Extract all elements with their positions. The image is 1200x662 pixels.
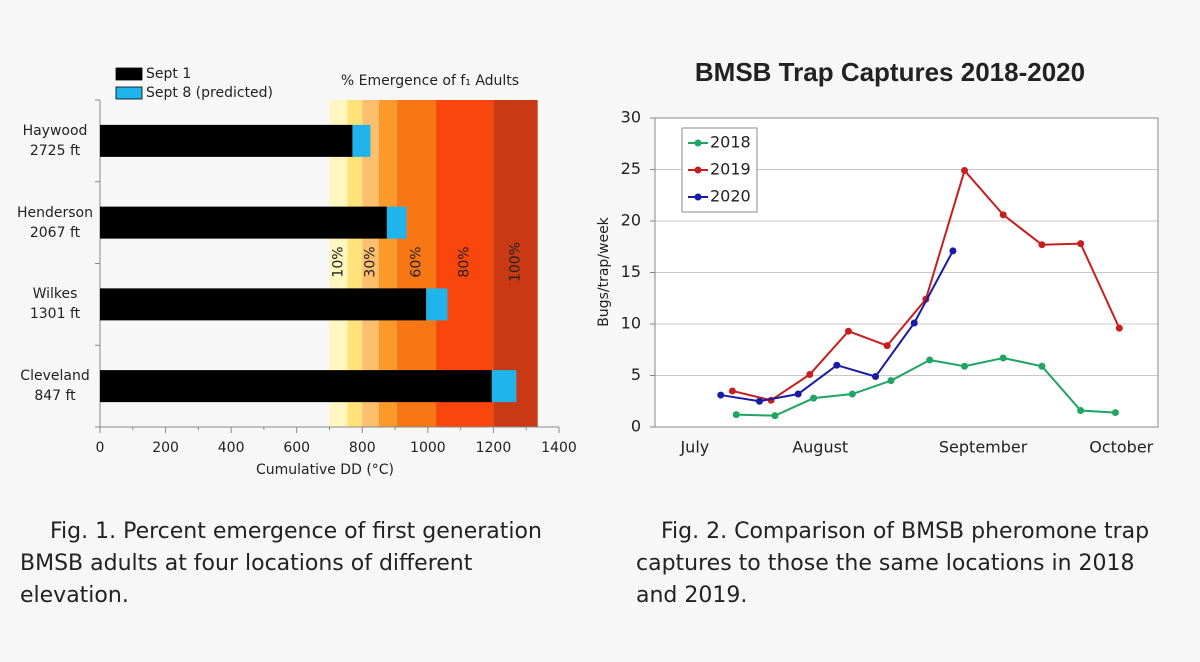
data-point (1077, 407, 1085, 415)
x-tick-label: August (792, 438, 848, 457)
x-tick-label: July (679, 438, 709, 457)
chart-title: BMSB Trap Captures 2018-2020 (695, 57, 1085, 87)
x-axis-label: Cumulative DD (°C) (256, 462, 394, 478)
legend-swatch (115, 86, 143, 100)
data-point (844, 327, 852, 335)
x-tick-label: 800 (349, 440, 376, 456)
y-tick-label: 10 (621, 314, 641, 333)
emergence-band (329, 100, 348, 427)
y-tick-label: 25 (621, 159, 641, 178)
legend-marker (694, 139, 702, 147)
data-point (910, 319, 918, 327)
emergence-band (378, 100, 397, 427)
y-axis-label: Bugs/trap/week (596, 216, 612, 326)
data-point (926, 356, 934, 364)
legend-label: 2019 (710, 160, 751, 179)
legend-label: 2018 (710, 133, 751, 152)
data-point (1038, 241, 1046, 249)
band-label: 100% (508, 242, 524, 282)
x-tick-label: 400 (218, 440, 245, 456)
x-tick-label: 600 (283, 440, 310, 456)
category-label: Haywood 2725 ft (22, 122, 88, 159)
data-point (848, 390, 856, 398)
data-point (833, 361, 841, 369)
y-tick-label: 30 (621, 108, 641, 127)
y-tick-label: 0 (631, 417, 641, 436)
data-point (999, 211, 1007, 219)
legend-swatch (115, 67, 143, 81)
legend-label: 2020 (710, 187, 751, 206)
data-point (872, 373, 880, 381)
data-point (728, 387, 736, 395)
data-point (999, 354, 1007, 362)
x-tick-label: 1200 (476, 440, 512, 456)
bar-segment (426, 288, 448, 321)
band-label: 10% (331, 246, 347, 277)
y-tick-label: 5 (631, 365, 641, 384)
bar-segment (100, 370, 492, 403)
data-point (883, 342, 891, 350)
data-point (771, 412, 779, 420)
bar-segment (100, 206, 387, 239)
data-point (806, 370, 814, 378)
legend-label: Sept 1 (146, 66, 191, 82)
band-title: % Emergence of f₁ Adults (341, 73, 519, 89)
bar-segment (352, 124, 371, 157)
bar-segment (386, 206, 407, 239)
legend-marker (694, 193, 702, 201)
emergence-band (362, 100, 379, 427)
emergence-band (347, 100, 363, 427)
legend-label: Sept 8 (predicted) (146, 85, 273, 101)
data-point (961, 167, 969, 175)
bar-segment (100, 288, 427, 321)
x-tick-label: 1000 (410, 440, 446, 456)
x-tick-label: September (939, 438, 1028, 457)
plot-border (654, 117, 1159, 428)
data-point (732, 411, 740, 419)
x-tick-label: 0 (96, 440, 105, 456)
legend-marker (694, 166, 702, 174)
bar-segment (100, 124, 353, 157)
data-point (717, 391, 725, 399)
x-tick-label: 200 (152, 440, 179, 456)
category-label: Wilkes 1301 ft (29, 286, 81, 323)
data-point (1115, 324, 1123, 332)
data-point (887, 377, 895, 385)
data-point (1111, 409, 1119, 417)
data-point (961, 362, 969, 370)
data-point (949, 247, 957, 255)
band-label: 80% (457, 246, 473, 277)
x-tick-label: 1400 (541, 440, 577, 456)
data-point (1038, 362, 1046, 370)
data-point (810, 394, 818, 402)
category-label: Cleveland 847 ft (20, 368, 90, 405)
y-tick-label: 20 (621, 211, 641, 230)
band-label: 60% (408, 246, 424, 277)
category-label: Henderson 2067 ft (16, 204, 93, 241)
caption: Fig. 1. Percent emergence of first gener… (20, 519, 542, 608)
bar-segment (491, 370, 517, 403)
band-label: 30% (362, 246, 378, 277)
caption: Fig. 2. Comparison of BMSB pheromone tra… (636, 519, 1150, 608)
y-tick-label: 15 (621, 262, 641, 281)
x-tick-label: October (1089, 438, 1153, 457)
data-point (794, 390, 802, 398)
data-point (755, 397, 763, 405)
data-point (1077, 240, 1085, 248)
